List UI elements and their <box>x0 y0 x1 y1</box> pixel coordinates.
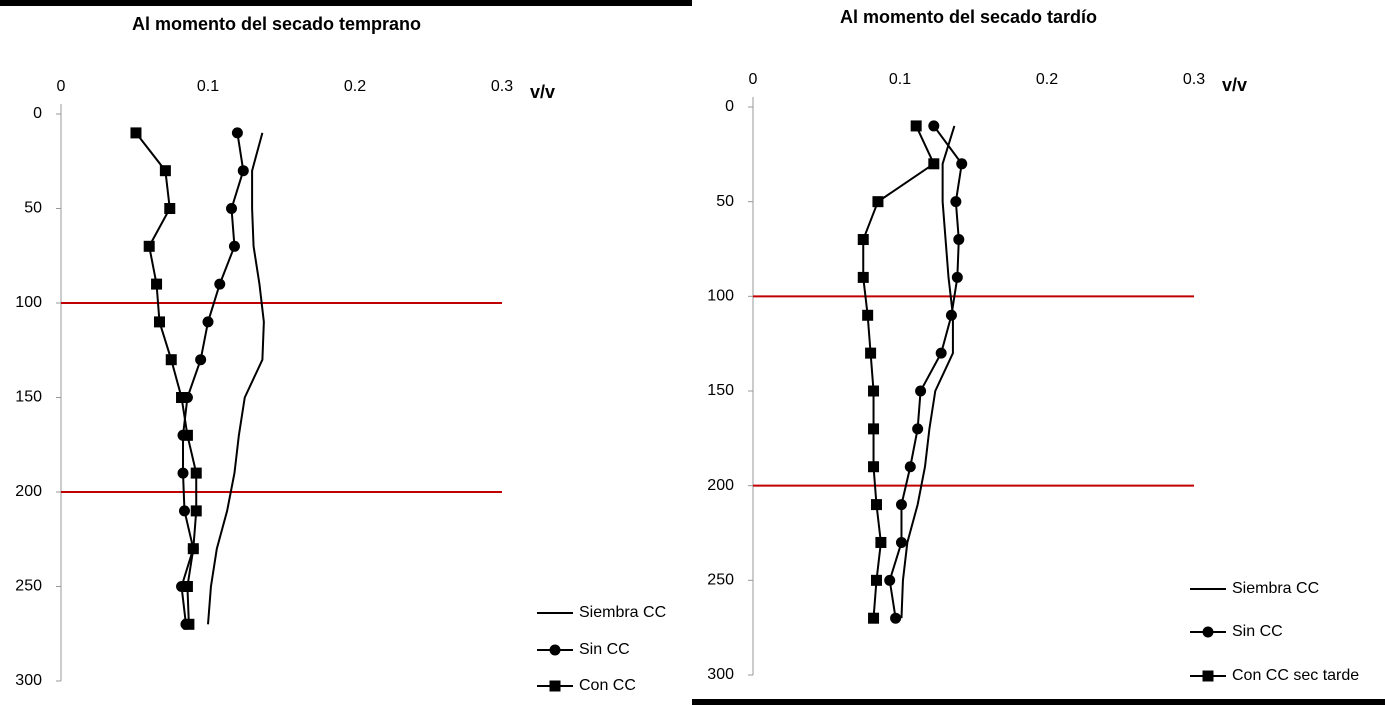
x-axis-label: v/v <box>1222 75 1247 95</box>
marker <box>868 385 880 397</box>
x-tick-label: 0.2 <box>1036 71 1058 88</box>
marker <box>875 536 887 548</box>
marker <box>904 461 916 473</box>
y-tick-label: 150 <box>15 389 42 406</box>
x-tick-label: 0.3 <box>491 78 513 95</box>
legend-label: Sin CC <box>579 641 630 658</box>
marker <box>868 612 880 624</box>
legend-label: Sin CC <box>1232 623 1283 640</box>
marker <box>237 165 249 177</box>
marker <box>165 354 177 366</box>
marker <box>195 354 207 366</box>
x-tick-label: 0.2 <box>344 78 366 95</box>
marker <box>190 505 202 517</box>
legend-label: Con CC <box>579 677 636 694</box>
marker <box>870 499 882 511</box>
chart-title: Al momento del secado tardío <box>840 7 1097 27</box>
x-axis-label: v/v <box>530 82 555 102</box>
marker <box>862 309 874 321</box>
marker <box>153 316 165 328</box>
series-line <box>888 125 963 619</box>
marker <box>190 467 202 479</box>
marker <box>868 461 880 473</box>
legend-label: Siembra CC <box>1232 580 1319 597</box>
series-line <box>180 132 245 625</box>
marker <box>953 234 965 246</box>
marker <box>187 543 199 555</box>
legend-marker <box>549 680 561 692</box>
marker <box>857 234 869 246</box>
marker <box>231 127 243 139</box>
marker <box>872 196 884 208</box>
marker <box>214 278 226 290</box>
marker <box>928 120 940 132</box>
marker <box>865 347 877 359</box>
x-tick-label: 0 <box>57 78 66 95</box>
y-tick-label: 0 <box>725 98 734 115</box>
marker <box>226 203 238 214</box>
marker <box>912 423 924 435</box>
legend-marker <box>1202 670 1214 682</box>
marker <box>178 505 190 517</box>
y-tick-label: 200 <box>707 477 734 494</box>
y-tick-label: 0 <box>33 105 42 122</box>
decor-bar <box>0 0 692 6</box>
marker <box>915 385 927 397</box>
x-tick-label: 0.1 <box>197 78 219 95</box>
marker <box>228 240 240 252</box>
chart-title: Al momento del secado temprano <box>132 14 421 34</box>
y-tick-label: 200 <box>15 483 42 500</box>
marker <box>202 316 214 328</box>
y-tick-label: 250 <box>707 572 734 589</box>
marker <box>177 467 189 479</box>
marker <box>857 271 869 283</box>
series-line <box>862 125 936 619</box>
marker <box>151 278 163 290</box>
y-tick-label: 250 <box>15 578 42 595</box>
marker <box>945 309 957 321</box>
series-line <box>135 132 198 625</box>
series-line <box>900 125 956 619</box>
marker <box>895 499 907 511</box>
x-tick-label: 0.1 <box>889 71 911 88</box>
y-tick-label: 150 <box>707 382 734 399</box>
marker <box>143 240 155 252</box>
y-tick-label: 100 <box>15 294 42 311</box>
marker <box>951 271 963 283</box>
y-tick-label: 100 <box>707 288 734 305</box>
marker <box>884 574 896 586</box>
marker <box>183 618 195 630</box>
marker <box>130 127 142 139</box>
marker <box>910 120 922 132</box>
y-tick-label: 300 <box>15 672 42 689</box>
marker <box>928 158 940 170</box>
marker <box>895 536 907 548</box>
legend-label: Siembra CC <box>579 604 666 621</box>
legend-marker <box>1202 626 1214 638</box>
series-line <box>207 132 265 625</box>
marker <box>956 158 968 170</box>
marker <box>164 203 176 214</box>
marker <box>935 347 947 359</box>
marker <box>181 581 193 592</box>
marker <box>868 423 880 435</box>
x-tick-label: 0.3 <box>1183 71 1205 88</box>
y-tick-label: 300 <box>707 666 734 683</box>
marker <box>181 429 193 441</box>
legend-label: Con CC sec tarde <box>1232 667 1359 684</box>
decor-bar <box>692 699 1385 705</box>
y-tick-label: 50 <box>716 193 734 210</box>
legend-marker <box>549 644 561 656</box>
y-tick-label: 50 <box>24 200 42 217</box>
marker <box>950 196 962 208</box>
x-tick-label: 0 <box>749 71 758 88</box>
marker <box>159 165 171 177</box>
marker <box>176 392 188 403</box>
marker <box>890 612 902 624</box>
marker <box>870 574 882 586</box>
